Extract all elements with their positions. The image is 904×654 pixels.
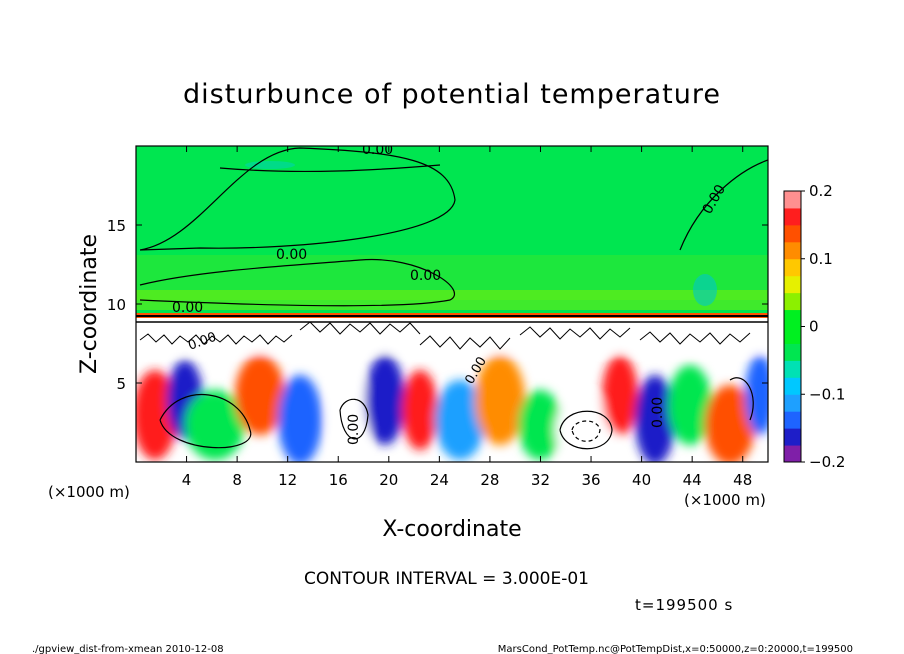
colorbar-swatch bbox=[784, 292, 801, 311]
x-tick-label: 44 bbox=[683, 471, 702, 489]
x-axis-title: X-coordinate bbox=[382, 517, 521, 542]
x-tick-label: 40 bbox=[632, 471, 651, 489]
x-tick-label: 8 bbox=[232, 471, 242, 489]
colorbar-swatch bbox=[784, 343, 801, 361]
x-tick-label: 32 bbox=[531, 471, 550, 489]
colorbar-swatch bbox=[784, 207, 801, 226]
time-label: t=199500 s bbox=[635, 596, 733, 614]
y-tick-label: 15 bbox=[107, 217, 126, 235]
colorbar-tick-label: −0.2 bbox=[809, 453, 845, 471]
colorbar-swatch bbox=[784, 360, 801, 378]
contour-lines bbox=[136, 147, 768, 450]
x-tick-label: 24 bbox=[430, 471, 449, 489]
colorbar-swatch bbox=[784, 309, 801, 327]
colorbar-swatch bbox=[784, 258, 801, 277]
x-tick-label: 36 bbox=[581, 471, 600, 489]
x-axis: 4 8 12 16 20 24 28 32 36 40 44 48 bbox=[182, 146, 752, 489]
plot-area: 0.00 0.00 0.00 0.00 0.00 0.00 0.00 0.00 … bbox=[136, 142, 768, 462]
chart-title: disturbunce of potential temperature bbox=[183, 79, 721, 110]
contour-label: 0.00 bbox=[410, 268, 441, 284]
x-tick-label: 48 bbox=[733, 471, 752, 489]
colorbar-tick-label: 0 bbox=[809, 318, 819, 336]
x-axis-unit-left: (×1000 m) bbox=[48, 483, 130, 501]
contour-label: 0.00 bbox=[650, 397, 666, 428]
colorbar-tick-label: −0.1 bbox=[809, 385, 845, 403]
field-upper-band-2 bbox=[136, 290, 768, 310]
field-lower-structures bbox=[136, 325, 768, 462]
contour-label: 0.00 bbox=[276, 247, 307, 263]
colorbar: 0.2 0.1 0 −0.1 −0.2 bbox=[783, 182, 845, 471]
colorbar-tick-label: 0.2 bbox=[809, 182, 833, 200]
y-tick-label: 10 bbox=[107, 296, 126, 314]
colorbar-swatch bbox=[784, 445, 801, 463]
x-tick-label: 20 bbox=[379, 471, 398, 489]
contour-scribbles bbox=[139, 321, 751, 350]
y-axis: 5 10 15 bbox=[107, 217, 768, 393]
contour-interval: CONTOUR INTERVAL = 3.000E-01 bbox=[304, 569, 589, 589]
y-axis-title: Z-coordinate bbox=[77, 234, 102, 374]
footer-left: ./gpview_dist-from-xmean 2010-12-08 bbox=[32, 644, 224, 654]
contour-label: 0.00 bbox=[172, 300, 203, 316]
colorbar-swatch bbox=[784, 191, 801, 209]
x-axis-unit-right: (×1000 m) bbox=[684, 491, 766, 509]
field-cyan-patch-2 bbox=[245, 161, 295, 169]
colorbar-swatch bbox=[784, 224, 801, 243]
colorbar-swatch bbox=[784, 326, 801, 344]
x-tick-label: 28 bbox=[480, 471, 499, 489]
colorbar-tick-label: 0.1 bbox=[809, 250, 833, 268]
contour-label: 0.00 bbox=[362, 142, 393, 158]
colorbar-swatch bbox=[784, 428, 801, 446]
y-tick-label: 5 bbox=[116, 375, 126, 393]
colorbar-swatch bbox=[784, 377, 801, 395]
footer-right: MarsCond_PotTemp.nc@PotTempDist,x=0:5000… bbox=[498, 644, 853, 654]
contour-label: 0.00 bbox=[346, 414, 362, 445]
field-upper-band bbox=[136, 255, 768, 300]
x-tick-label: 4 bbox=[182, 471, 192, 489]
colorbar-swatch bbox=[784, 275, 801, 294]
colorbar-swatch bbox=[784, 241, 801, 260]
field-cyan-patch bbox=[693, 274, 717, 306]
colorbar-swatch bbox=[784, 394, 801, 412]
x-tick-label: 16 bbox=[329, 471, 348, 489]
colorbar-swatch bbox=[784, 411, 801, 429]
x-tick-label: 12 bbox=[278, 471, 297, 489]
